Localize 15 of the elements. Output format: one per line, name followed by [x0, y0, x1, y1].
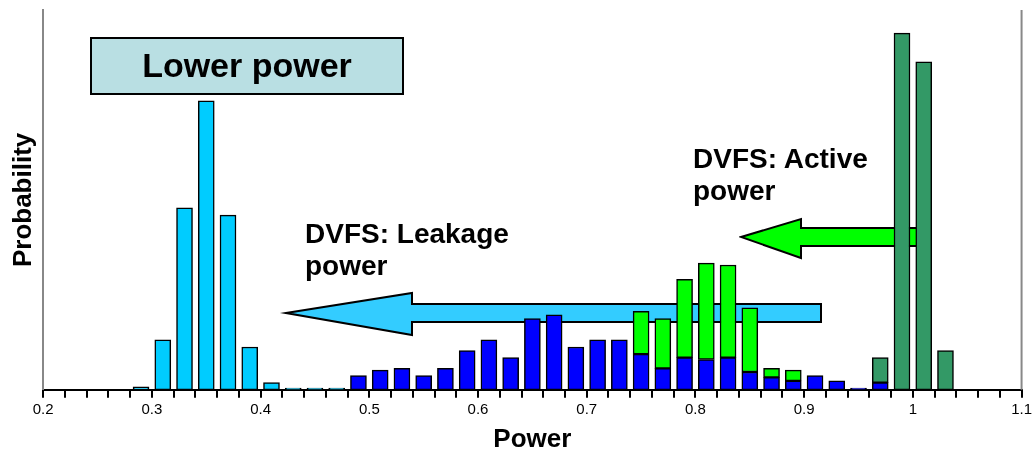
annotation: Lower power: [90, 37, 404, 95]
x-tick-label: 0.4: [250, 399, 272, 417]
x-tick-label: 1.1: [1011, 399, 1032, 417]
y-axis-title: Probability: [6, 132, 37, 268]
x-tick-label: 0.2: [32, 399, 54, 417]
x-tick-label: 1: [908, 399, 918, 417]
x-tick-label: 0.9: [793, 399, 815, 417]
x-tick-label: 0.3: [141, 399, 163, 417]
annotation: DVFS: Active power: [693, 143, 869, 208]
x-tick-label: 0.6: [467, 399, 489, 417]
x-tick-label: 0.8: [685, 399, 706, 417]
annotation: DVFS: Leakage power: [305, 218, 510, 283]
x-tick-label: 0.5: [358, 399, 380, 417]
x-axis-title: Power: [493, 422, 572, 453]
x-tick-label: 0.7: [576, 399, 598, 417]
